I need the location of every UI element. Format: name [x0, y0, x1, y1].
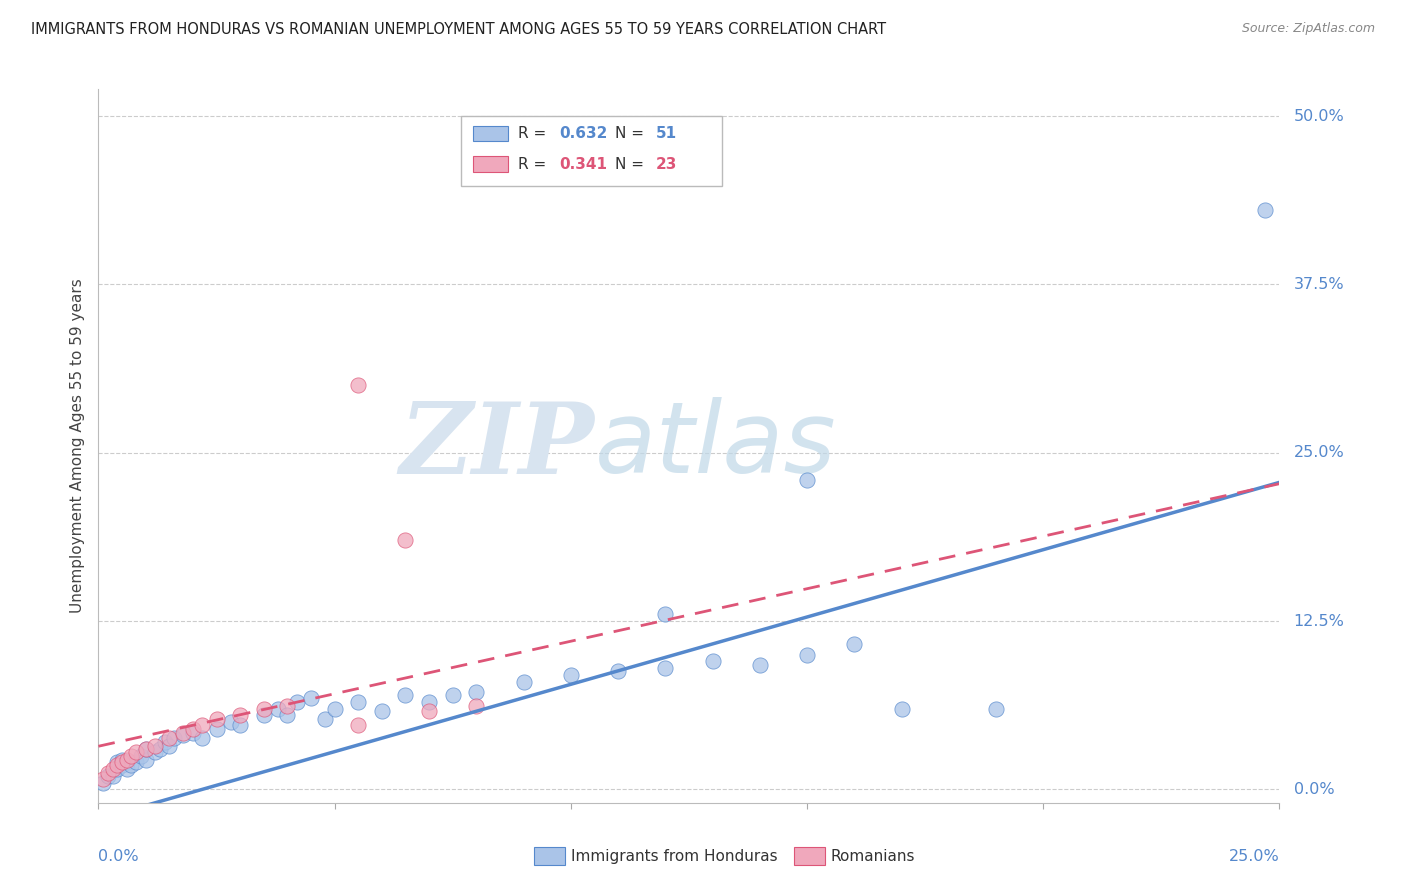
Point: [654, 661, 676, 675]
Point: [285, 695, 308, 709]
Point: [143, 739, 166, 754]
Text: N =: N =: [614, 157, 648, 171]
Point: [253, 708, 276, 723]
Point: [219, 714, 242, 729]
Point: [135, 753, 157, 767]
Text: Romanians: Romanians: [831, 849, 915, 863]
Point: [111, 756, 134, 770]
Point: [1254, 203, 1277, 218]
Text: 0.0%: 0.0%: [1294, 781, 1334, 797]
FancyBboxPatch shape: [461, 116, 723, 186]
Point: [115, 762, 138, 776]
Text: Source: ZipAtlas.com: Source: ZipAtlas.com: [1241, 22, 1375, 36]
Point: [418, 704, 440, 718]
Text: 0.632: 0.632: [560, 126, 607, 141]
Point: [101, 769, 124, 783]
Point: [229, 708, 252, 723]
Text: R =: R =: [517, 126, 551, 141]
Point: [394, 688, 416, 702]
Point: [172, 726, 194, 740]
Text: 25.0%: 25.0%: [1294, 445, 1344, 460]
Point: [267, 701, 290, 715]
Point: [465, 685, 488, 699]
Point: [135, 742, 157, 756]
Point: [890, 701, 912, 715]
Text: atlas: atlas: [595, 398, 837, 494]
Point: [115, 753, 138, 767]
Point: [115, 756, 138, 770]
Point: [323, 701, 346, 715]
Point: [276, 708, 298, 723]
Point: [157, 739, 180, 754]
Text: N =: N =: [614, 126, 648, 141]
Text: 12.5%: 12.5%: [1294, 614, 1344, 629]
Point: [157, 731, 180, 746]
Point: [560, 668, 582, 682]
Point: [654, 607, 676, 622]
Point: [441, 688, 464, 702]
Point: [347, 378, 370, 392]
Point: [181, 722, 204, 736]
Text: 0.341: 0.341: [560, 157, 607, 171]
Text: Immigrants from Honduras: Immigrants from Honduras: [571, 849, 778, 863]
Point: [253, 701, 276, 715]
Point: [111, 758, 134, 772]
Point: [512, 674, 534, 689]
Text: 51: 51: [655, 126, 678, 141]
Point: [97, 766, 120, 780]
Point: [125, 756, 148, 770]
Point: [702, 655, 724, 669]
FancyBboxPatch shape: [472, 126, 508, 141]
Point: [105, 758, 128, 772]
Point: [101, 762, 124, 776]
Point: [191, 731, 214, 746]
Text: 0.0%: 0.0%: [98, 849, 139, 864]
Point: [153, 735, 176, 749]
Text: R =: R =: [517, 157, 551, 171]
Point: [121, 758, 143, 772]
Point: [191, 717, 214, 731]
Point: [347, 717, 370, 731]
FancyBboxPatch shape: [472, 156, 508, 172]
Point: [97, 769, 120, 783]
Point: [163, 731, 186, 746]
Text: 50.0%: 50.0%: [1294, 109, 1344, 124]
Point: [607, 664, 630, 678]
Point: [121, 748, 143, 763]
Point: [314, 712, 336, 726]
Point: [125, 745, 148, 759]
Point: [347, 695, 370, 709]
Point: [844, 637, 866, 651]
Point: [91, 772, 114, 786]
Point: [172, 729, 194, 743]
Point: [394, 533, 416, 548]
Point: [149, 742, 172, 756]
Point: [796, 648, 818, 662]
Text: 25.0%: 25.0%: [1229, 849, 1279, 864]
Point: [129, 748, 152, 763]
Point: [181, 726, 204, 740]
Text: ZIP: ZIP: [399, 398, 595, 494]
Point: [229, 717, 252, 731]
Point: [276, 698, 298, 713]
Point: [748, 658, 770, 673]
Point: [205, 712, 228, 726]
Point: [205, 722, 228, 736]
Point: [105, 762, 128, 776]
Point: [371, 704, 394, 718]
Point: [135, 742, 157, 756]
Point: [418, 695, 440, 709]
Point: [91, 775, 114, 789]
Point: [984, 701, 1007, 715]
Y-axis label: Unemployment Among Ages 55 to 59 years: Unemployment Among Ages 55 to 59 years: [70, 278, 86, 614]
Point: [299, 690, 322, 705]
Point: [111, 753, 134, 767]
Point: [796, 473, 818, 487]
Text: 37.5%: 37.5%: [1294, 277, 1344, 292]
Text: 23: 23: [655, 157, 678, 171]
Point: [143, 745, 166, 759]
Point: [105, 756, 128, 770]
Text: IMMIGRANTS FROM HONDURAS VS ROMANIAN UNEMPLOYMENT AMONG AGES 55 TO 59 YEARS CORR: IMMIGRANTS FROM HONDURAS VS ROMANIAN UNE…: [31, 22, 886, 37]
Point: [465, 698, 488, 713]
